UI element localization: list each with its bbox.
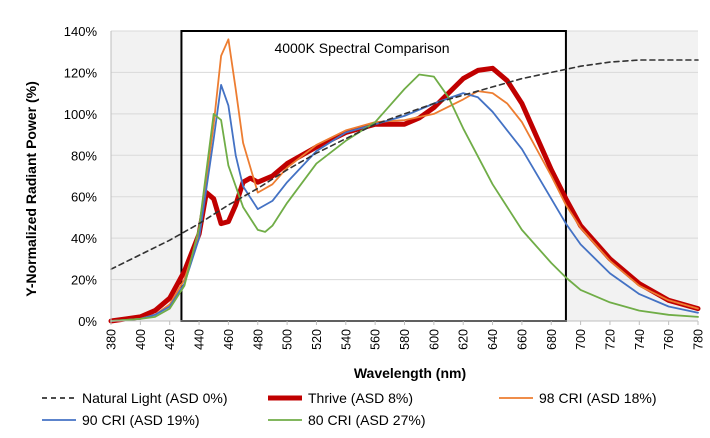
chart-title: 4000K Spectral Comparison xyxy=(274,40,449,56)
legend-label: 98 CRI (ASD 18%) xyxy=(539,390,656,406)
x-tick-label: 400 xyxy=(134,329,148,350)
series-line-80-cri-asd-27 xyxy=(110,73,699,322)
legend-item-natural-light-asd-0: Natural Light (ASD 0%) xyxy=(42,390,228,406)
x-axis-title: Wavelength (nm) xyxy=(354,365,466,381)
x-tick-label: 700 xyxy=(574,329,588,350)
x-tick-label: 680 xyxy=(545,329,559,350)
legend-item-90-cri-asd-19: 90 CRI (ASD 19%) xyxy=(42,412,199,428)
x-tick-label: 660 xyxy=(515,329,529,350)
series-line-90-cri-asd-19 xyxy=(110,84,699,322)
x-tick-label: 740 xyxy=(633,329,647,350)
x-tick-labels: 380 400 420 440 460 480 500 520 540 560 580 600 620 6… xyxy=(105,321,706,350)
x-tick-label: 580 xyxy=(398,329,412,350)
legend-item-80-cri-asd-27: 80 CRI (ASD 27%) xyxy=(268,412,425,428)
legend-label: Thrive (ASD 8%) xyxy=(308,390,413,406)
x-tick-label: 500 xyxy=(281,329,295,350)
y-tick-label: 80% xyxy=(71,148,97,163)
x-tick-label: 420 xyxy=(163,329,177,350)
y-tick-label: 20% xyxy=(71,273,97,288)
shaded-region-right xyxy=(565,31,698,321)
legend-label: Natural Light (ASD 0%) xyxy=(82,390,228,406)
legend-item-thrive-asd-8: Thrive (ASD 8%) xyxy=(268,390,413,406)
x-tick-label: 600 xyxy=(427,329,441,350)
y-tick-label: 100% xyxy=(64,107,98,122)
legend-label: 80 CRI (ASD 27%) xyxy=(308,412,425,428)
x-tick-label: 560 xyxy=(369,329,383,350)
legend-label: 90 CRI (ASD 19%) xyxy=(82,412,199,428)
shaded-region-left xyxy=(111,31,182,321)
series-lines xyxy=(108,38,701,324)
shaded-bands xyxy=(111,31,698,321)
y-tick-label: 0% xyxy=(78,314,97,329)
y-tick-labels: 0% 20% 40% 60% 80% 100% 120% 140% xyxy=(64,24,98,329)
x-tick-label: 440 xyxy=(193,329,207,350)
x-tick-label: 480 xyxy=(251,329,265,350)
y-tick-label: 40% xyxy=(71,231,97,246)
x-tick-label: 460 xyxy=(222,329,236,350)
x-tick-label: 380 xyxy=(105,329,119,350)
y-tick-label: 140% xyxy=(64,24,98,39)
x-tick-label: 780 xyxy=(692,329,706,350)
x-tick-label: 540 xyxy=(339,329,353,350)
legend-item-98-cri-asd-18: 98 CRI (ASD 18%) xyxy=(499,390,656,406)
x-tick-label: 720 xyxy=(603,329,617,350)
y-axis-title: Y-Normalized Radiant Power (%) xyxy=(23,81,39,296)
series-line-natural-light-asd-0 xyxy=(110,59,699,271)
y-tick-label: 120% xyxy=(64,65,98,80)
x-tick-label: 640 xyxy=(486,329,500,350)
y-tick-label: 60% xyxy=(71,190,97,205)
x-tick-label: 760 xyxy=(662,329,676,350)
x-tick-label: 620 xyxy=(457,329,471,350)
x-tick-label: 520 xyxy=(310,329,324,350)
legend: Natural Light (ASD 0%) Thrive (ASD 8%) 98 … xyxy=(42,390,656,428)
